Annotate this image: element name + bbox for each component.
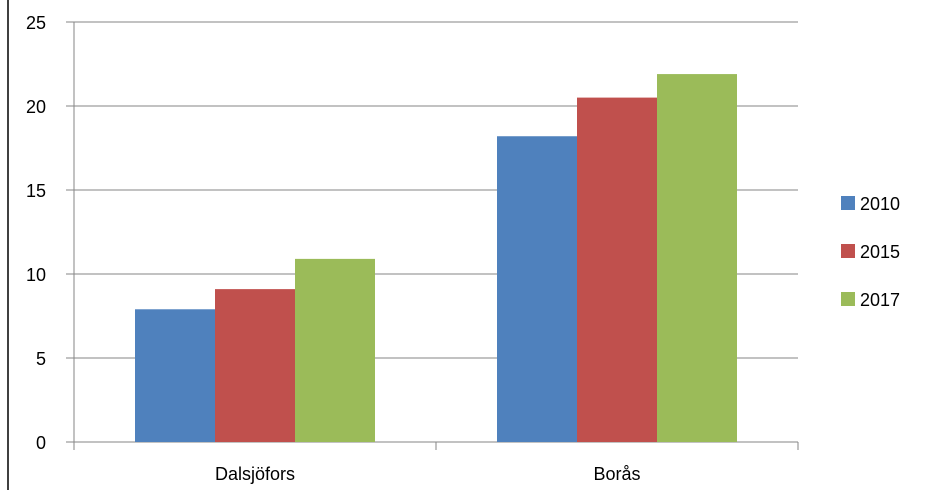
bars — [135, 74, 737, 443]
bar-2015 — [215, 289, 295, 442]
y-tick-label: 0 — [36, 433, 46, 453]
legend-label: 2010 — [860, 194, 900, 214]
x-category-label: Dalsjöfors — [215, 464, 295, 484]
legend-swatch — [841, 196, 855, 210]
legend: 2010 2015 2017 — [841, 194, 900, 310]
legend-swatch — [841, 244, 855, 258]
x-category-label: Borås — [593, 464, 640, 484]
bar-2015 — [577, 97, 657, 442]
y-tick-label: 15 — [26, 181, 46, 201]
legend-label: 2015 — [860, 242, 900, 262]
bar-2017 — [657, 74, 737, 442]
x-axis: Dalsjöfors Borås — [73, 22, 799, 484]
y-tick-label: 25 — [26, 13, 46, 33]
legend-swatch — [841, 292, 855, 306]
bar-2010 — [497, 136, 577, 443]
bar-2010 — [135, 309, 215, 442]
y-axis-tick-labels: 0 5 10 15 20 25 — [26, 13, 46, 453]
y-tick-label: 10 — [26, 265, 46, 285]
y-tick-label: 5 — [36, 349, 46, 369]
y-tick-label: 20 — [26, 97, 46, 117]
legend-label: 2017 — [860, 290, 900, 310]
bar-2017 — [295, 258, 375, 442]
